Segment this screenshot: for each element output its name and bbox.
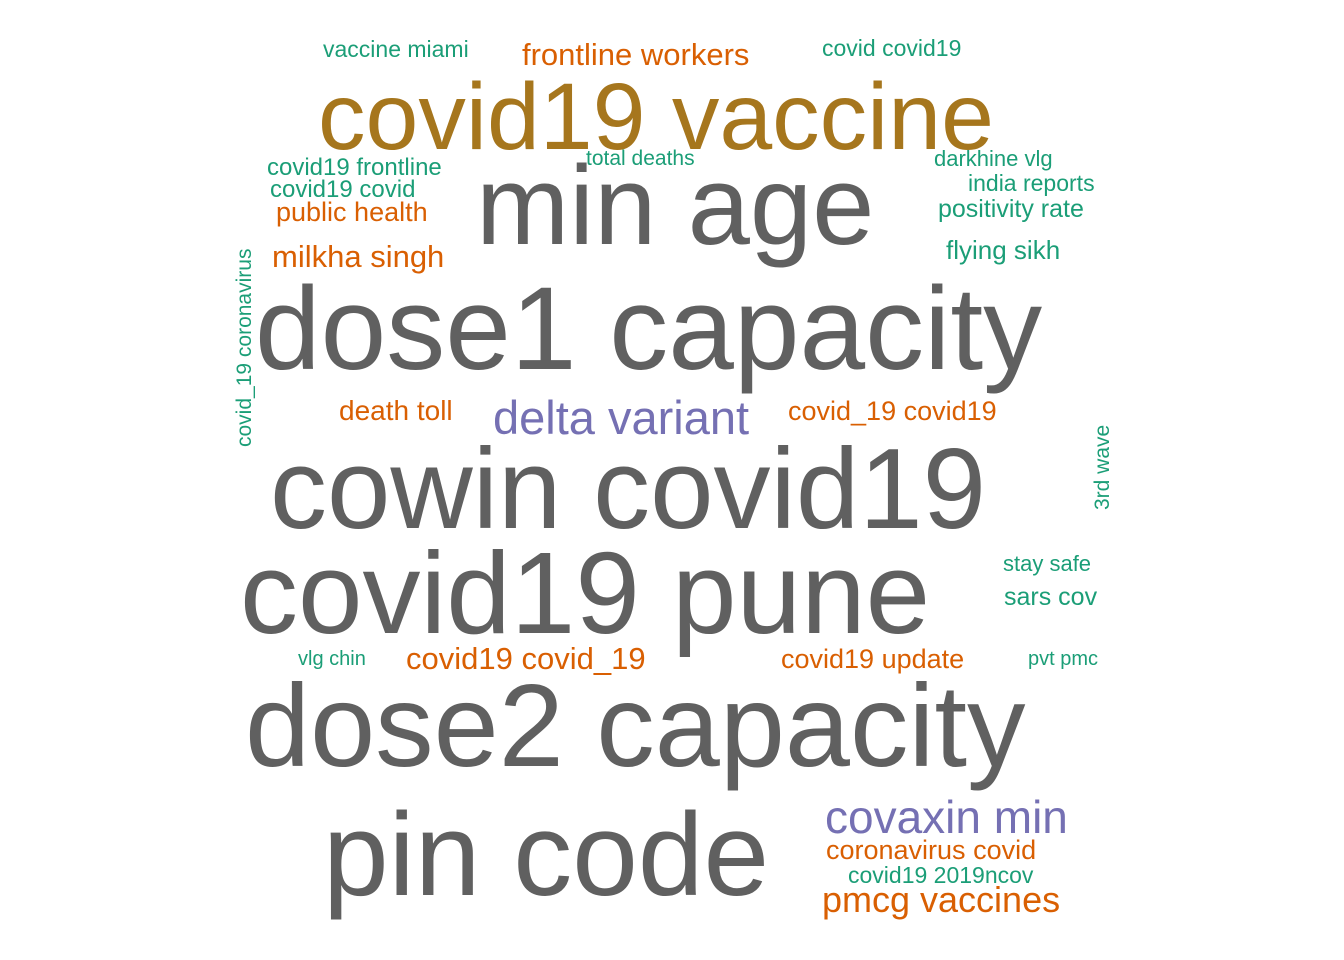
word-stay-safe: stay safe (1003, 551, 1092, 576)
word-dose2-capacity: dose2 capacity (245, 660, 1026, 791)
word-flying-sikh: flying sikh (946, 235, 1061, 265)
word-covid-covid19: covid covid19 (822, 35, 962, 61)
word-covid19-covid: covid19 covid (270, 176, 416, 203)
word-covid19-frontline: covid19 frontline (267, 154, 442, 181)
word-sars-cov: sars cov (1004, 583, 1098, 611)
word-covaxin-min: covaxin min (825, 791, 1068, 843)
word-min-age: min age (476, 143, 875, 268)
word-cowin-covid19: cowin covid19 (270, 426, 987, 553)
word-positivity-rate: positivity rate (938, 195, 1084, 223)
word-death-toll: death toll (339, 395, 453, 426)
word-milkha-singh: milkha singh (272, 239, 445, 274)
word-public-health: public health (276, 197, 428, 227)
word-covid-19-coronavirus: covid_19 coronavirus (233, 248, 256, 447)
word-darkhine-vlg: darkhine vlg (934, 146, 1053, 171)
word-covid19-update: covid19 update (781, 644, 965, 674)
word-total-deaths: total deaths (586, 147, 695, 170)
word-pvt-pmc: pvt pmc (1028, 648, 1099, 670)
word-india-reports: india reports (968, 170, 1095, 196)
word-covid19-2019ncov: covid19 2019ncov (848, 862, 1034, 888)
word-covid19-covid-19: covid19 covid_19 (406, 641, 646, 676)
word-covid19-vaccine: covid19 vaccine (318, 64, 994, 170)
word-3rd-wave: 3rd wave (1091, 424, 1114, 510)
word-dose1-capacity: dose1 capacity (255, 263, 1043, 395)
word-pin-code: pin code (323, 789, 770, 921)
word-pmcg-vaccines: pmcg vaccines (822, 879, 1061, 920)
word-vaccine-miami: vaccine miami (323, 36, 469, 62)
word-delta-variant: delta variant (493, 391, 750, 444)
word-covid-19-covid19: covid_19 covid19 (788, 396, 997, 426)
word-coronavirus-covid: coronavirus covid (826, 835, 1037, 865)
word-frontline-workers: frontline workers (522, 37, 750, 72)
word-covid19-pune: covid19 pune (240, 528, 931, 658)
word-vlg-chin: vlg chin (298, 648, 366, 670)
